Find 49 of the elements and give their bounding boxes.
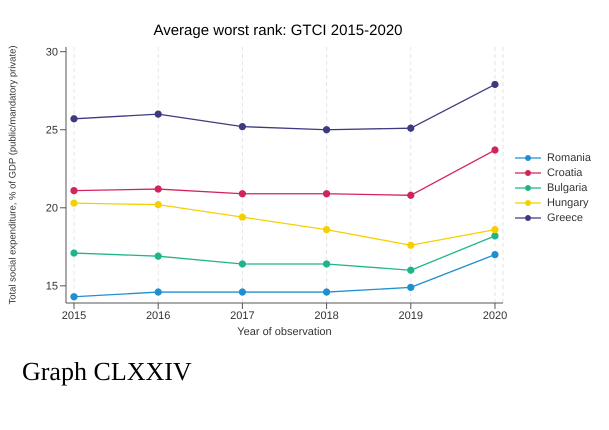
point [322, 226, 330, 234]
point [322, 126, 330, 134]
point [322, 260, 330, 268]
point [407, 284, 414, 292]
y-tick-label: 20 [46, 202, 58, 215]
point [407, 266, 414, 274]
x-axis-title: Year of observation [237, 326, 332, 338]
legend-label: Bulgaria [546, 182, 588, 194]
point [70, 199, 78, 207]
point [154, 185, 162, 193]
legend-label: Hungary [546, 196, 589, 208]
x-tick-label: 2018 [314, 310, 339, 322]
point [491, 80, 499, 88]
y-tick-label: 15 [46, 280, 58, 293]
y-tick-label: 25 [46, 124, 58, 137]
legend-label: Greece [546, 212, 584, 224]
point [322, 190, 330, 198]
point [491, 146, 499, 154]
text: Graph CLXXIV [22, 357, 193, 387]
chart-title: Average worst rank: GTCI 2015-2020 [152, 22, 404, 39]
point [491, 250, 499, 258]
point [70, 249, 78, 257]
point [238, 288, 246, 296]
y-axis-title: Total social expenditure, % of GDP (public/mandatory private) [7, 45, 18, 305]
point [238, 190, 246, 198]
x-tick-label: 2019 [398, 310, 424, 322]
x-tick-label: 2020 [482, 310, 508, 322]
point [154, 201, 162, 208]
point [238, 213, 246, 221]
point [407, 124, 414, 132]
point [491, 226, 499, 234]
point [491, 232, 499, 240]
x-tick-label: 2016 [146, 310, 170, 322]
point [407, 242, 414, 249]
point [70, 115, 78, 122]
point [238, 122, 246, 130]
legend-label: Romania [546, 152, 591, 164]
point [238, 260, 246, 268]
point [70, 186, 78, 194]
point [407, 192, 414, 199]
point [70, 293, 78, 300]
x-tick-label: 2015 [62, 310, 86, 322]
legend-label: Croatia [546, 166, 582, 178]
x-tick-label: 2017 [230, 310, 255, 322]
point [154, 110, 162, 118]
point [154, 288, 162, 296]
point [154, 252, 162, 260]
y-tick-label: 30 [46, 46, 58, 59]
point [322, 288, 330, 296]
